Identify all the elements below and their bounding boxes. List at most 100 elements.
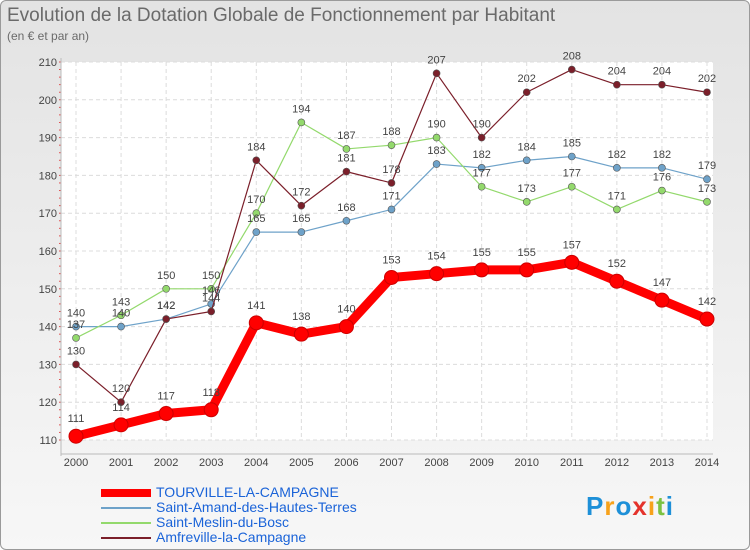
series-point-3 bbox=[252, 156, 261, 165]
data-label-3: 144 bbox=[202, 292, 220, 304]
data-label-3: 120 bbox=[112, 383, 130, 395]
series-point-0 bbox=[609, 273, 625, 289]
data-label-0: 138 bbox=[292, 311, 310, 323]
data-label-0: 154 bbox=[427, 251, 445, 263]
data-label-1: 182 bbox=[472, 149, 490, 161]
data-label-0: 152 bbox=[608, 258, 626, 270]
data-label-0: 111 bbox=[68, 413, 85, 425]
logo-letter: P bbox=[586, 491, 605, 521]
series-point-2 bbox=[252, 209, 261, 217]
series-point-0 bbox=[654, 292, 670, 308]
series-point-2 bbox=[432, 133, 441, 142]
series-point-1 bbox=[613, 164, 621, 172]
series-point-2 bbox=[522, 198, 531, 206]
data-label-2: 173 bbox=[698, 183, 716, 195]
series-point-2 bbox=[477, 182, 486, 191]
data-label-1: 142 bbox=[157, 300, 175, 312]
data-label-0: 153 bbox=[382, 254, 400, 266]
series-point-2 bbox=[207, 284, 216, 293]
series-point-0 bbox=[519, 262, 535, 278]
data-label-3: 178 bbox=[382, 164, 400, 176]
x-tick-label: 2008 bbox=[424, 457, 448, 469]
x-tick-label: 2012 bbox=[605, 457, 629, 469]
series-point-0 bbox=[293, 326, 309, 342]
data-label-2: 177 bbox=[563, 168, 581, 180]
logo-letter: t bbox=[656, 491, 666, 521]
logo-letter: o bbox=[615, 491, 633, 521]
data-label-1: 184 bbox=[518, 141, 536, 153]
series-point-1 bbox=[387, 205, 396, 214]
series-point-3 bbox=[72, 360, 80, 369]
series-point-0 bbox=[248, 315, 264, 331]
data-label-3: 184 bbox=[247, 141, 265, 153]
series-point-3 bbox=[703, 88, 711, 97]
data-label-2: 137 bbox=[67, 319, 85, 331]
series-point-1 bbox=[658, 164, 666, 172]
x-tick-label: 2006 bbox=[334, 457, 358, 469]
series-point-1 bbox=[703, 175, 711, 183]
data-label-2: 188 bbox=[382, 126, 400, 138]
series-point-1 bbox=[342, 216, 351, 225]
series-point-1 bbox=[72, 322, 80, 331]
x-tick-label: 2004 bbox=[244, 457, 268, 469]
series-point-0 bbox=[564, 254, 580, 270]
data-label-0: 140 bbox=[337, 304, 355, 316]
x-tick-label: 2001 bbox=[109, 457, 133, 469]
series-point-3 bbox=[432, 69, 441, 78]
x-tick-label: 2007 bbox=[379, 457, 403, 469]
data-label-2: 187 bbox=[337, 130, 355, 142]
y-tick-label: 170 bbox=[39, 208, 57, 220]
series-point-0 bbox=[474, 262, 490, 278]
legend-swatch-tourville bbox=[101, 489, 151, 497]
data-label-0: 155 bbox=[518, 247, 536, 259]
y-tick-label: 110 bbox=[39, 435, 57, 447]
series-point-1 bbox=[297, 228, 306, 236]
data-label-2: 171 bbox=[608, 190, 626, 202]
series-point-3 bbox=[567, 65, 576, 74]
series-point-2 bbox=[72, 334, 80, 342]
series-point-3 bbox=[658, 80, 666, 89]
x-tick-label: 2013 bbox=[650, 457, 674, 469]
series-point-2 bbox=[613, 205, 621, 214]
chart-subtitle: (en € et par an) bbox=[7, 29, 90, 43]
data-label-2: 194 bbox=[292, 103, 310, 115]
data-label-1: 168 bbox=[337, 202, 355, 214]
series-point-3 bbox=[477, 133, 486, 142]
data-label-0: 155 bbox=[472, 247, 490, 259]
series-point-3 bbox=[387, 179, 396, 187]
chart-title: Evolution de la Dotation Globale de Fonc… bbox=[7, 5, 556, 26]
legend-swatch-amfreville bbox=[101, 537, 151, 539]
legend-label-saint-meslin: Saint-Meslin-du-Bosc bbox=[156, 514, 290, 530]
series-layer bbox=[68, 65, 715, 444]
proxiti-logo: Proxiti bbox=[586, 491, 674, 522]
data-label-0: 147 bbox=[653, 277, 671, 289]
y-tick-label: 130 bbox=[39, 359, 57, 371]
series-point-3 bbox=[297, 201, 306, 210]
legend-swatch-saint-meslin bbox=[101, 522, 151, 524]
series-point-3 bbox=[117, 398, 125, 407]
data-label-1: 165 bbox=[292, 213, 310, 225]
data-label-2: 177 bbox=[472, 168, 490, 180]
data-label-3: 142 bbox=[157, 300, 175, 312]
y-tick-label: 140 bbox=[39, 322, 57, 334]
data-label-3: 204 bbox=[608, 66, 626, 78]
series-point-1 bbox=[117, 322, 125, 331]
series-point-2 bbox=[567, 182, 576, 191]
data-label-1: 146 bbox=[202, 285, 220, 297]
series-point-2 bbox=[297, 118, 306, 127]
series-point-1 bbox=[477, 164, 486, 172]
series-point-2 bbox=[703, 198, 711, 206]
data-label-0: 114 bbox=[112, 402, 130, 414]
data-label-3: 202 bbox=[698, 73, 716, 85]
data-label-0: 117 bbox=[157, 391, 175, 403]
y-tick-label: 200 bbox=[39, 95, 57, 107]
series-point-0 bbox=[429, 266, 445, 282]
logo-letter: x bbox=[632, 491, 648, 521]
data-label-2: 176 bbox=[653, 172, 671, 184]
logo-letter: i bbox=[665, 491, 674, 521]
logo-letter: i bbox=[647, 491, 657, 521]
series-point-0 bbox=[158, 406, 174, 422]
data-label-0: 157 bbox=[563, 239, 581, 251]
